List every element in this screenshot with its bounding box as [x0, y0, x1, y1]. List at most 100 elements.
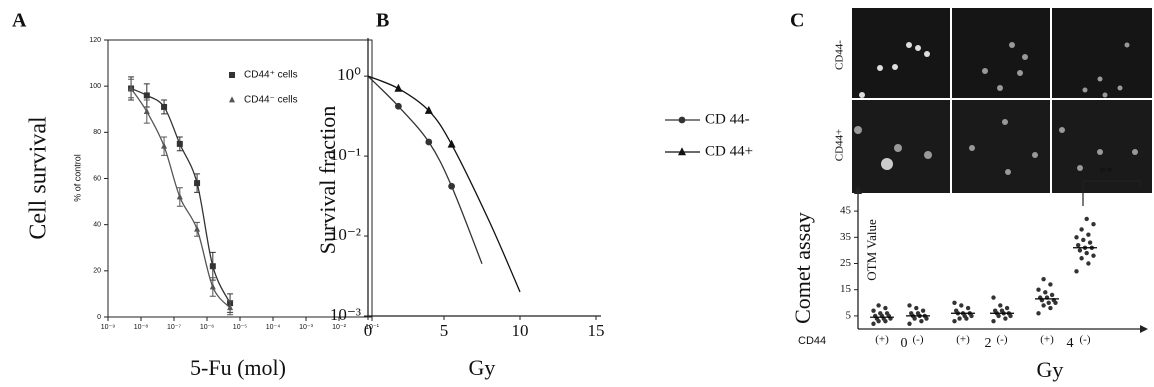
marker: [229, 96, 235, 102]
y-tick-label: 35: [840, 231, 852, 243]
data-point: [1091, 253, 1095, 257]
data-point: [916, 311, 920, 315]
image-row-label: CD44+: [834, 129, 846, 161]
data-point: [1078, 248, 1082, 252]
x-tick-label: (+): [956, 334, 970, 346]
data-point: [919, 319, 923, 323]
y-tick-label: 10⁻²: [330, 225, 361, 244]
data-point: [883, 306, 887, 310]
data-point: [998, 303, 1002, 307]
data-point: [1079, 256, 1083, 260]
data-point: [1048, 306, 1052, 310]
data-point: [1041, 277, 1045, 281]
data-point: [909, 311, 913, 315]
data-point: [871, 322, 875, 326]
data-point: [957, 316, 961, 320]
y-tick-label: 60: [93, 175, 101, 182]
data-point: [876, 303, 880, 307]
x-tick-label: (-): [913, 334, 924, 346]
y-axis-subtitle: % of control: [72, 154, 82, 202]
y-tick-label: 45: [840, 205, 852, 217]
marker: [144, 92, 150, 98]
data-point: [1074, 235, 1078, 239]
data-point: [885, 311, 889, 315]
marker: [210, 263, 216, 269]
y-tick-label: 120: [89, 37, 101, 44]
marker: [425, 139, 432, 146]
x-axis-title: Gy: [469, 355, 496, 380]
marker: [448, 183, 455, 190]
data-point: [1086, 232, 1090, 236]
group-label: 4: [1067, 336, 1074, 351]
x-tick-label: (-): [997, 334, 1008, 346]
x-tick-label: 10⁻²: [332, 324, 346, 331]
y-tick-label: 80: [93, 129, 101, 136]
data-point: [1047, 301, 1051, 305]
marker: [448, 140, 456, 148]
data-point: [871, 308, 875, 312]
data-point: [878, 311, 882, 315]
x-tick-label: 10⁻³: [299, 324, 313, 331]
data-point: [1074, 269, 1078, 273]
marker: [678, 147, 686, 155]
data-point: [914, 306, 918, 310]
panel-letter: B: [376, 10, 389, 32]
data-point: [959, 303, 963, 307]
panel-letter: A: [12, 10, 27, 32]
legend-label: CD44⁻ cells: [244, 95, 298, 106]
marker: [161, 143, 167, 149]
group-label: 2: [985, 336, 992, 351]
y-axis-subtitle: OTM Value: [864, 219, 879, 281]
data-point: [1085, 217, 1089, 221]
data-point: [921, 308, 925, 312]
x-tick-label: 10⁻⁶: [200, 324, 214, 331]
group-label: 0: [901, 336, 908, 351]
x-tick-label: 15: [588, 321, 605, 340]
legend-label: CD44⁺ cells: [244, 70, 298, 81]
figure: ACell survival% of control5-Fu (mol)0204…: [0, 0, 1154, 387]
data-point: [1085, 251, 1089, 255]
x-tick-label: 10: [512, 321, 529, 340]
data-point: [1003, 316, 1007, 320]
significance-label: **: [1099, 165, 1113, 180]
data-point: [1000, 308, 1004, 312]
data-point: [1048, 282, 1052, 286]
data-point: [991, 319, 995, 323]
group-axis-label: CD44: [798, 335, 826, 347]
y-tick-label: 40: [93, 222, 101, 229]
legend-label: CD 44+: [705, 143, 753, 159]
x-tick-label: 10⁻⁴: [266, 324, 281, 331]
y-tick-label: 100: [89, 83, 101, 90]
data-point: [1086, 261, 1090, 265]
x-axis-title: 5-Fu (mol): [190, 355, 286, 380]
x-tick-label: 10⁻⁷: [167, 324, 181, 331]
y-tick-label: 5: [846, 309, 852, 321]
x-tick-label: 10⁻⁸: [134, 324, 148, 331]
x-axis-title: Gy: [1037, 357, 1064, 382]
data-point: [1076, 243, 1080, 247]
y-tick-label: 20: [93, 268, 101, 275]
marker: [177, 141, 183, 147]
data-point: [1036, 288, 1040, 292]
x-axis-arrow: [1140, 325, 1148, 333]
y-axis-title: Cell survival: [26, 116, 52, 240]
panel-letter: C: [790, 10, 804, 32]
x-tick-label: 10⁻⁹: [101, 324, 115, 331]
y-tick-label: 10⁻³: [330, 305, 361, 324]
data-point: [1081, 238, 1085, 242]
marker: [177, 193, 183, 199]
data-point: [1041, 303, 1045, 307]
data-point: [991, 295, 995, 299]
marker: [194, 180, 200, 186]
y-axis-title: Comet assay: [790, 212, 815, 324]
marker: [395, 103, 402, 110]
data-point: [952, 301, 956, 305]
marker: [194, 226, 200, 232]
data-point: [1091, 222, 1095, 226]
x-tick-label: (+): [875, 334, 889, 346]
data-point: [966, 306, 970, 310]
y-tick-label: 0: [97, 314, 101, 321]
data-point: [907, 303, 911, 307]
data-point: [1050, 293, 1054, 297]
data-point: [952, 319, 956, 323]
